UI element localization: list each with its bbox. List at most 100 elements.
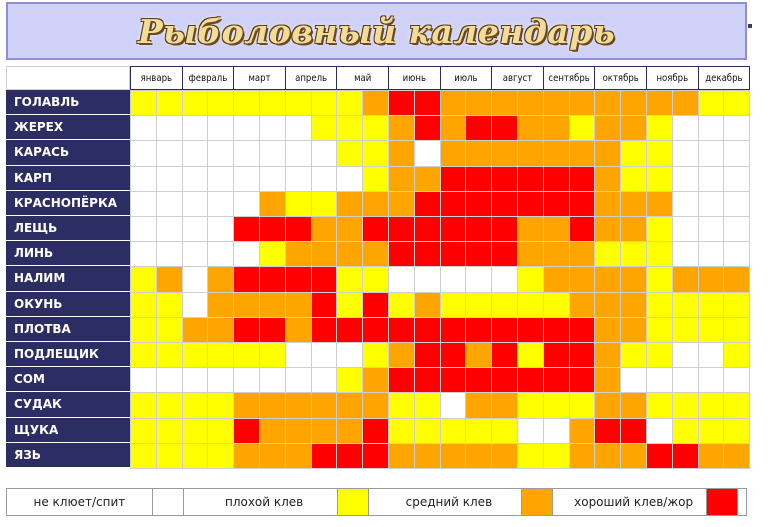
page-title: Рыболовный календарь bbox=[137, 11, 616, 51]
heatmap-cell bbox=[517, 165, 544, 192]
heatmap-cell bbox=[207, 442, 235, 469]
heatmap-cell bbox=[465, 216, 493, 243]
heatmap-cell bbox=[671, 190, 699, 217]
heatmap-cell bbox=[491, 216, 518, 243]
heatmap-cell bbox=[362, 115, 389, 142]
heatmap-cell bbox=[233, 190, 260, 217]
heatmap-cell bbox=[233, 367, 260, 394]
heatmap-cell bbox=[310, 190, 338, 217]
heatmap-cell bbox=[284, 316, 312, 343]
heatmap-cell bbox=[568, 342, 596, 369]
heatmap-cell bbox=[413, 165, 441, 192]
heatmap-cell bbox=[697, 115, 725, 142]
heatmap-cell bbox=[155, 417, 183, 444]
fish-label: ГОЛАВЛЬ bbox=[6, 90, 130, 116]
heatmap-cell bbox=[594, 165, 622, 192]
fish-label: ЖЕРЕХ bbox=[6, 115, 130, 141]
heatmap-cell bbox=[517, 367, 544, 394]
heatmap-cell bbox=[568, 291, 596, 318]
heatmap-cell bbox=[310, 90, 338, 117]
heatmap-cell bbox=[284, 190, 312, 217]
heatmap-cell bbox=[646, 342, 673, 369]
heatmap-cell bbox=[388, 367, 415, 394]
heatmap-cell bbox=[259, 367, 286, 394]
heatmap-cell bbox=[130, 216, 157, 243]
heatmap-cell bbox=[542, 417, 570, 444]
heatmap-cell bbox=[697, 342, 725, 369]
heatmap-cell bbox=[542, 190, 570, 217]
legend-label: средний клев bbox=[405, 495, 493, 509]
heatmap-cell bbox=[620, 115, 647, 142]
heatmap-cell bbox=[723, 266, 751, 293]
heatmap-cell bbox=[671, 316, 699, 343]
heatmap-cell bbox=[284, 140, 312, 167]
heatmap-cell bbox=[362, 316, 389, 343]
fish-label: КАРП bbox=[6, 165, 130, 191]
heatmap-cell bbox=[130, 417, 157, 444]
heatmap-cell bbox=[465, 266, 493, 293]
heatmap-cell bbox=[491, 291, 518, 318]
heatmap-cell bbox=[181, 140, 209, 167]
heatmap-cell bbox=[130, 291, 157, 318]
heatmap-cell bbox=[439, 115, 467, 142]
heatmap-cell bbox=[646, 291, 673, 318]
heatmap-cell bbox=[439, 241, 467, 268]
heatmap-cell bbox=[568, 316, 596, 343]
heatmap-cell bbox=[207, 90, 235, 117]
heatmap-cell bbox=[413, 216, 441, 243]
heatmap-cell bbox=[233, 442, 260, 469]
heatmap-cell bbox=[388, 190, 415, 217]
fish-label: ЩУКА bbox=[6, 417, 130, 443]
heatmap-cell bbox=[310, 241, 338, 268]
heatmap-cell bbox=[646, 241, 673, 268]
heatmap-cell bbox=[310, 115, 338, 142]
heatmap-cell bbox=[594, 266, 622, 293]
heatmap-cell bbox=[310, 140, 338, 167]
heatmap-cell bbox=[362, 216, 389, 243]
edge-marker bbox=[748, 24, 752, 28]
heatmap-cell bbox=[517, 442, 544, 469]
heatmap-cell bbox=[491, 90, 518, 117]
heatmap-cell bbox=[181, 316, 209, 343]
heatmap-cell bbox=[259, 342, 286, 369]
heatmap-cell bbox=[439, 165, 467, 192]
heatmap-cell bbox=[413, 442, 441, 469]
heatmap-cell bbox=[697, 367, 725, 394]
fish-label: НАЛИМ bbox=[6, 266, 130, 292]
heatmap-cell bbox=[697, 266, 725, 293]
heatmap-cell bbox=[181, 342, 209, 369]
heatmap-cell bbox=[130, 316, 157, 343]
heatmap-cell bbox=[465, 417, 493, 444]
heatmap-cell bbox=[594, 417, 622, 444]
heatmap-cell bbox=[130, 140, 157, 167]
heatmap-cell bbox=[594, 442, 622, 469]
heatmap-cell bbox=[491, 442, 518, 469]
heatmap-cell bbox=[207, 342, 235, 369]
heatmap-cell bbox=[284, 216, 312, 243]
heatmap-cell bbox=[259, 266, 286, 293]
heatmap-cell bbox=[671, 266, 699, 293]
heatmap-cell bbox=[284, 241, 312, 268]
heatmap-cell bbox=[491, 392, 518, 419]
heatmap-cell bbox=[181, 165, 209, 192]
legend: не клюет/спит плохой клев средний клев хоро… bbox=[6, 488, 747, 516]
heatmap-cell bbox=[388, 216, 415, 243]
heatmap-cell bbox=[542, 342, 570, 369]
fish-label: КРАСНОПЁРКА bbox=[6, 190, 130, 216]
heatmap-cell bbox=[439, 90, 467, 117]
heatmap-cell bbox=[362, 392, 389, 419]
heatmap-cell bbox=[362, 190, 389, 217]
heatmap-cell bbox=[181, 266, 209, 293]
heatmap-cell bbox=[465, 316, 493, 343]
heatmap-cell bbox=[671, 342, 699, 369]
heatmap-cell bbox=[388, 392, 415, 419]
heatmap-cell bbox=[620, 216, 647, 243]
heatmap-cell bbox=[181, 442, 209, 469]
heatmap-cell bbox=[362, 165, 389, 192]
title-banner: Рыболовный календарь bbox=[6, 2, 747, 60]
heatmap-cell bbox=[362, 442, 389, 469]
heatmap-cell bbox=[465, 165, 493, 192]
heatmap-cell bbox=[723, 140, 751, 167]
heatmap-cell bbox=[568, 241, 596, 268]
heatmap-cell bbox=[388, 115, 415, 142]
